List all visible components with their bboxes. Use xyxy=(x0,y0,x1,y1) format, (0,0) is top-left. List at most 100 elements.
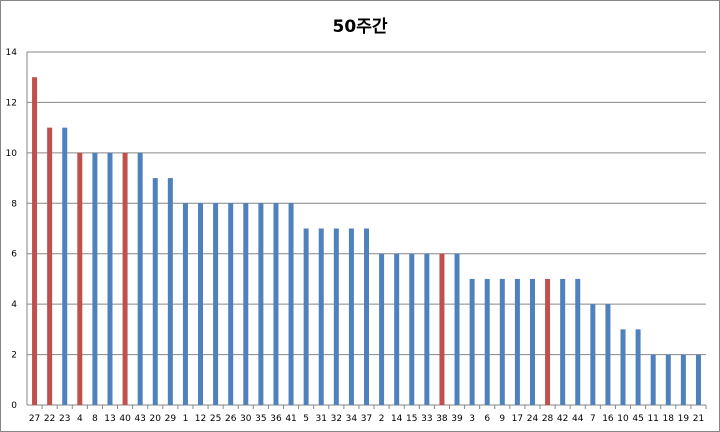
bar-7 xyxy=(590,304,596,405)
bar-39 xyxy=(454,253,460,405)
bar-43 xyxy=(137,152,143,405)
x-tick-label-20: 20 xyxy=(150,414,162,424)
bar-22 xyxy=(47,127,53,406)
bar-38 xyxy=(439,253,445,405)
x-tick-label-32: 32 xyxy=(331,414,342,424)
bar-5 xyxy=(303,228,309,405)
x-tick-label-40: 40 xyxy=(119,414,131,424)
bar-15 xyxy=(409,253,415,405)
bar-24 xyxy=(529,278,535,405)
bar-25 xyxy=(213,203,219,405)
x-tick-label-3: 3 xyxy=(469,414,475,424)
x-tick-label-24: 24 xyxy=(527,414,539,424)
bar-27 xyxy=(32,77,38,405)
x-tick-label-31: 31 xyxy=(316,414,327,424)
x-tick-label-25: 25 xyxy=(210,414,221,424)
bar-17 xyxy=(514,278,520,405)
bar-21 xyxy=(695,354,701,405)
bar-31 xyxy=(318,228,324,405)
x-tick-label-11: 11 xyxy=(647,414,658,424)
bar-32 xyxy=(333,228,339,405)
y-tick-label: 2 xyxy=(11,351,17,361)
y-tick-label: 6 xyxy=(11,250,17,260)
x-tick-label-13: 13 xyxy=(104,414,115,424)
bar-29 xyxy=(167,178,173,405)
bar-42 xyxy=(560,278,566,405)
x-tick-label-34: 34 xyxy=(346,414,358,424)
bar-30 xyxy=(243,203,249,405)
x-tick-label-29: 29 xyxy=(165,414,177,424)
bar-16 xyxy=(605,304,611,405)
bar-20 xyxy=(152,178,158,405)
y-tick-label: 4 xyxy=(11,300,17,310)
x-tick-label-18: 18 xyxy=(663,414,675,424)
bar-19 xyxy=(680,354,686,405)
bar-28 xyxy=(545,278,551,405)
x-tick-label-30: 30 xyxy=(240,414,252,424)
bar-8 xyxy=(92,152,98,405)
x-tick-label-2: 2 xyxy=(379,414,385,424)
bar-44 xyxy=(575,278,581,405)
bar-26 xyxy=(228,203,234,405)
bar-12 xyxy=(198,203,204,405)
x-tick-label-6: 6 xyxy=(484,414,490,424)
x-tick-label-5: 5 xyxy=(303,414,309,424)
y-tick-label: 14 xyxy=(6,48,18,58)
bar-2 xyxy=(379,253,385,405)
x-tick-label-16: 16 xyxy=(602,414,614,424)
y-tick-label: 0 xyxy=(11,401,17,411)
bar-14 xyxy=(394,253,400,405)
bar-9 xyxy=(499,278,505,405)
bar-33 xyxy=(424,253,430,405)
x-tick-label-37: 37 xyxy=(361,414,372,424)
x-tick-label-7: 7 xyxy=(590,414,596,424)
bar-40 xyxy=(122,152,128,405)
bar-34 xyxy=(348,228,354,405)
x-tick-label-17: 17 xyxy=(512,414,523,424)
x-tick-label-45: 45 xyxy=(632,414,643,424)
x-tick-label-38: 38 xyxy=(436,414,448,424)
bar-1 xyxy=(182,203,188,405)
x-tick-label-22: 22 xyxy=(44,414,55,424)
x-tick-label-10: 10 xyxy=(617,414,629,424)
x-tick-label-26: 26 xyxy=(225,414,237,424)
chart-title: 50주간 xyxy=(332,17,388,37)
x-tick-label-35: 35 xyxy=(255,414,266,424)
y-tick-label: 12 xyxy=(6,98,17,108)
bar-18 xyxy=(665,354,671,405)
x-tick-label-39: 39 xyxy=(451,414,463,424)
bar-13 xyxy=(107,152,113,405)
x-tick-label-8: 8 xyxy=(92,414,98,424)
bar-37 xyxy=(364,228,369,405)
x-tick-label-28: 28 xyxy=(542,414,554,424)
x-tick-label-42: 42 xyxy=(557,414,568,424)
x-tick-label-44: 44 xyxy=(572,414,584,424)
x-tick-label-33: 33 xyxy=(421,414,432,424)
x-tick-label-14: 14 xyxy=(391,414,403,424)
bar-35 xyxy=(258,203,264,405)
x-tick-label-19: 19 xyxy=(678,414,690,424)
bar-41 xyxy=(288,203,294,405)
x-tick-label-1: 1 xyxy=(183,414,189,424)
x-tick-label-27: 27 xyxy=(29,414,40,424)
x-tick-label-43: 43 xyxy=(134,414,145,424)
bar-6 xyxy=(484,278,490,405)
bar-45 xyxy=(635,329,641,405)
x-tick-label-4: 4 xyxy=(77,414,83,424)
bar-3 xyxy=(469,278,475,405)
x-tick-label-36: 36 xyxy=(270,414,282,424)
bar-4 xyxy=(77,152,83,405)
x-tick-label-12: 12 xyxy=(195,414,206,424)
bar-11 xyxy=(650,354,656,405)
x-tick-label-9: 9 xyxy=(499,414,505,424)
x-tick-label-15: 15 xyxy=(406,414,417,424)
bar-10 xyxy=(620,329,626,405)
y-tick-label: 8 xyxy=(11,199,17,209)
bar-23 xyxy=(62,127,68,406)
x-tick-label-21: 21 xyxy=(693,414,704,424)
x-tick-label-41: 41 xyxy=(285,414,296,424)
y-tick-label: 10 xyxy=(6,149,18,159)
x-tick-label-23: 23 xyxy=(59,414,70,424)
